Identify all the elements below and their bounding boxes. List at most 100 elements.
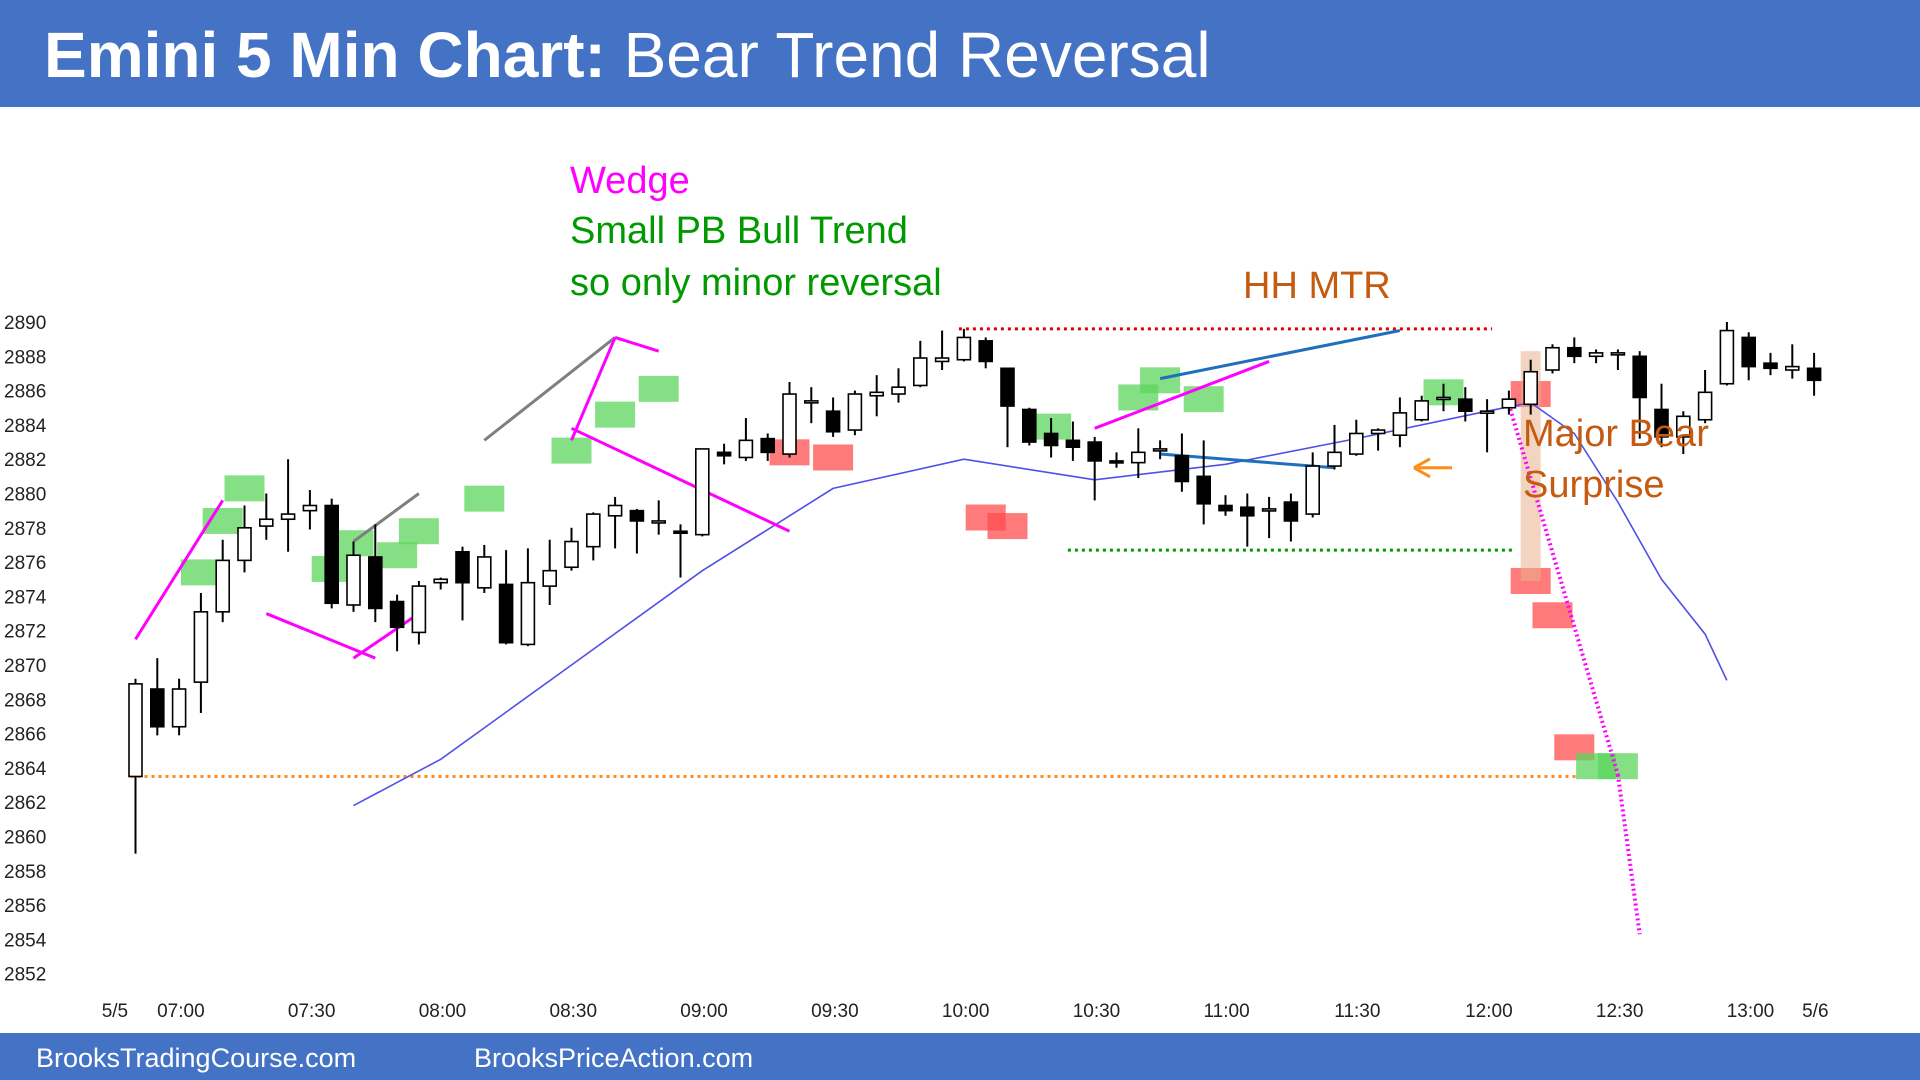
green-signal-box xyxy=(551,437,592,464)
x-tick-label: 07:00 xyxy=(157,1001,205,1022)
footer-link-left[interactable]: BrooksTradingCourse.com xyxy=(36,1043,357,1073)
candle xyxy=(1196,440,1211,525)
bear-candle-body xyxy=(1043,432,1059,447)
candle xyxy=(956,328,972,362)
candle xyxy=(1349,419,1364,456)
footer-link-right[interactable]: BrooksPriceAction.com xyxy=(474,1043,754,1073)
horizontal-levels xyxy=(130,327,1580,778)
candles xyxy=(128,322,1822,854)
candle xyxy=(542,539,558,605)
bear-candle-body xyxy=(1806,367,1822,382)
candle xyxy=(1392,397,1408,448)
candle xyxy=(1021,407,1037,446)
trendlines xyxy=(134,329,1642,935)
bull-candle-body xyxy=(193,611,209,683)
candle xyxy=(934,330,950,371)
bear-candle-body xyxy=(1240,506,1255,517)
y-tick-label: 2868 xyxy=(4,690,46,711)
bear-candle-body xyxy=(367,556,383,610)
green-signal-box xyxy=(595,401,636,428)
y-tick-label: 2860 xyxy=(4,828,46,849)
candle xyxy=(1785,344,1800,379)
candle xyxy=(564,527,579,571)
bull-candle-body xyxy=(237,526,252,562)
y-tick-label: 2888 xyxy=(4,347,46,368)
trendline xyxy=(352,612,420,660)
candle xyxy=(1588,349,1604,364)
y-tick-label: 2854 xyxy=(4,930,47,951)
candle xyxy=(1218,495,1233,516)
arrow-head-icon xyxy=(1413,457,1431,479)
candle xyxy=(585,512,601,561)
candle xyxy=(912,340,928,388)
y-tick-label: 2880 xyxy=(4,485,46,506)
title-bar xyxy=(0,0,1920,107)
trendline xyxy=(1159,329,1401,381)
candle xyxy=(476,544,492,593)
y-tick-label: 2870 xyxy=(4,656,46,677)
bull-candle-body xyxy=(1152,448,1168,452)
bear-candle-body xyxy=(1283,501,1299,522)
candle xyxy=(1697,370,1713,424)
trendline xyxy=(614,336,660,353)
surprise-label: Surprise xyxy=(1523,464,1665,506)
y-tick-label: 2872 xyxy=(4,622,46,643)
bull-candle-body xyxy=(651,520,667,524)
x-tick-label: 09:00 xyxy=(680,1001,728,1022)
bull-candle-body xyxy=(1370,429,1386,435)
y-tick-label: 2864 xyxy=(4,759,47,780)
candle xyxy=(1065,421,1081,461)
bull-candle-body xyxy=(694,448,710,536)
candle xyxy=(978,337,994,369)
small-pb-label-1: Small PB Bull Trend xyxy=(570,210,908,252)
trendline xyxy=(352,492,420,543)
title-bold-part: Emini 5 Min Chart: xyxy=(44,19,606,91)
candle xyxy=(847,390,863,436)
chart-title: Emini 5 Min Chart: Bear Trend Reversal xyxy=(44,18,1211,92)
bear-candle-body xyxy=(1567,346,1582,358)
candle xyxy=(716,443,732,465)
surprise-bar-highlight xyxy=(1520,351,1541,581)
bear-candle-body xyxy=(1763,362,1778,370)
candle xyxy=(324,498,340,609)
candle xyxy=(171,678,187,736)
candle xyxy=(1719,322,1735,386)
candle xyxy=(673,524,688,578)
candle xyxy=(1261,496,1277,539)
y-tick-label: 2876 xyxy=(4,553,46,574)
candle xyxy=(1632,351,1647,439)
bull-candle-body xyxy=(934,357,950,363)
small-pb-label-2: so only minor reversal xyxy=(570,262,942,304)
candle xyxy=(1806,352,1822,396)
bear-candle-body xyxy=(455,551,470,584)
candle xyxy=(389,594,405,652)
x-tick-label: 12:30 xyxy=(1596,1001,1644,1022)
candle xyxy=(411,580,427,645)
x-tick-label: 10:30 xyxy=(1073,1001,1121,1022)
bull-candle-body xyxy=(1545,346,1560,371)
x-tick-label: 11:00 xyxy=(1204,1001,1250,1022)
moving-average xyxy=(353,401,1728,807)
bear-candle-body xyxy=(978,340,994,363)
candle xyxy=(1327,424,1342,470)
candle xyxy=(1523,359,1538,415)
candle xyxy=(782,382,797,458)
ema-line xyxy=(353,401,1728,807)
candle xyxy=(1414,395,1429,422)
bull-candle-body xyxy=(1785,365,1800,371)
bull-candle-body xyxy=(1392,412,1408,436)
bull-candle-body xyxy=(1436,396,1451,401)
bear-candle-body xyxy=(1021,408,1037,443)
candle xyxy=(825,397,841,437)
bull-candle-body xyxy=(1610,352,1626,356)
bull-candle-body xyxy=(891,386,906,395)
bull-candle-body xyxy=(280,513,296,521)
y-tick-label: 2878 xyxy=(4,519,46,540)
candle xyxy=(1610,349,1626,371)
bull-candle-body xyxy=(1479,410,1495,414)
y-tick-label: 2890 xyxy=(4,313,46,334)
bull-candle-body xyxy=(411,585,427,634)
candle xyxy=(1567,337,1582,364)
trendline xyxy=(265,612,376,660)
bull-candle-body xyxy=(346,554,361,606)
